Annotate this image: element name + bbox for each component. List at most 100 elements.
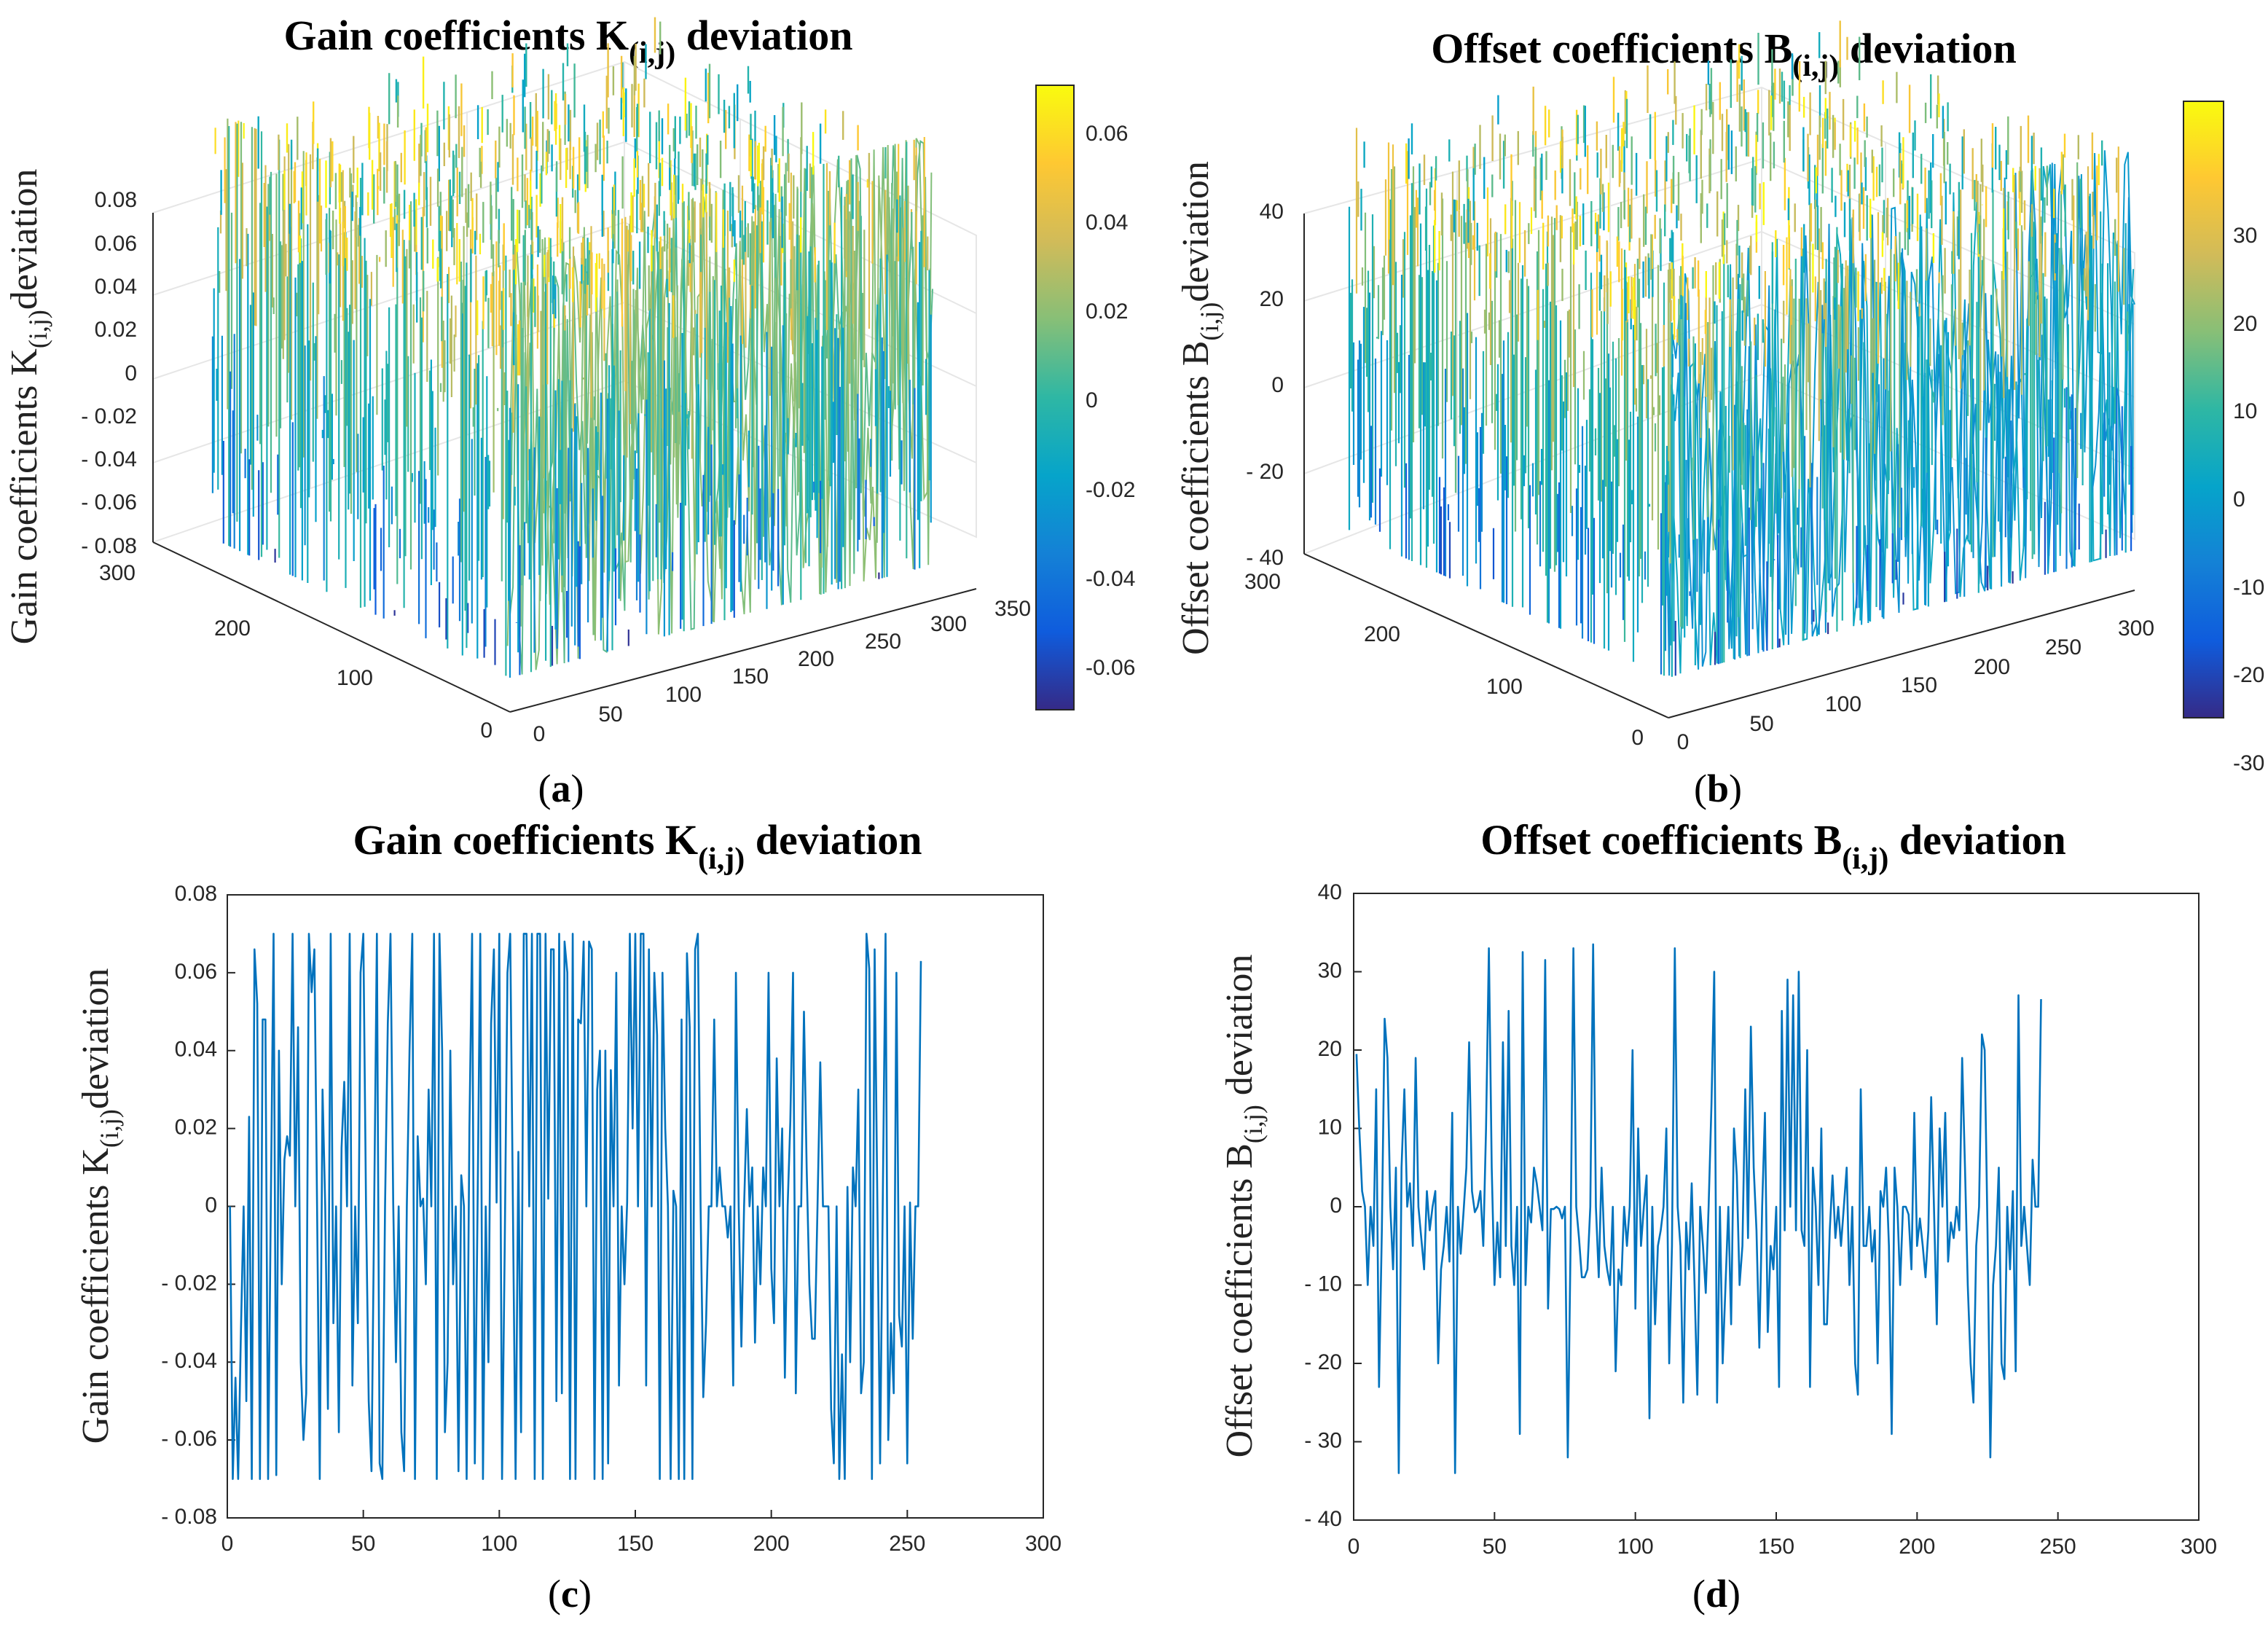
colorbar-tick-label: 0 — [2233, 488, 2245, 512]
x-tick-label: 250 — [2040, 1535, 2076, 1559]
z-tick-label: - 40 — [1246, 546, 1284, 570]
y-tick-label: - 20 — [1304, 1350, 1342, 1374]
panel-b-xticks: 0 50 100 150 200 250 300 — [1677, 616, 2154, 754]
panel-c-title: Gain coefficients K(i,j) deviation — [353, 816, 922, 876]
x-tick-label: 200 — [753, 1532, 790, 1556]
y-tick-label: - 0.06 — [161, 1427, 217, 1451]
x-tick-label: 0 — [1348, 1535, 1360, 1559]
panel-b-yticks: 300 200 100 0 — [1244, 570, 1644, 750]
panel-c-xticklabels: 0 50 100 150 200 250 300 — [221, 1532, 1062, 1556]
panel-c-ticks — [227, 894, 1044, 1519]
x-tick-label: 200 — [798, 647, 834, 671]
panel-d-yticklabels: 40 30 20 10 0 - 10 - 20 - 30 - 40 — [1304, 880, 1342, 1531]
y-tick-label: 200 — [1364, 622, 1400, 646]
z-tick-label: 0 — [1271, 373, 1284, 397]
y-tick-label: 0 — [1631, 726, 1644, 750]
x-tick-label: 0 — [221, 1532, 234, 1556]
panel-b-title: Offset coefficients B(i,j) deviation — [1431, 25, 2016, 83]
panel-a-caption: (a) — [538, 767, 584, 810]
x-tick-label: 50 — [1483, 1535, 1507, 1559]
z-tick-label: 0.06 — [95, 232, 137, 256]
z-tick-label: 40 — [1260, 200, 1284, 224]
y-tick-label: 100 — [1486, 675, 1523, 699]
panel-d: Offset coefficients B(i,j) deviation 40 … — [1219, 816, 2217, 1616]
colorbar-tick-label: -0.04 — [1086, 567, 1135, 591]
y-tick-label: 100 — [337, 666, 373, 690]
z-tick-label: 20 — [1260, 287, 1284, 311]
z-tick-label: - 0.04 — [81, 447, 137, 471]
y-tick-label: - 10 — [1304, 1272, 1342, 1296]
colorbar-tick-label: -10 — [2233, 576, 2264, 600]
panel-a-xticks: 0 50 100 150 200 250 300 350 — [533, 597, 1031, 746]
panel-c-caption: (c) — [548, 1572, 592, 1616]
x-tick-label: 250 — [2045, 635, 2081, 659]
colorbar-tick-label: -30 — [2233, 751, 2264, 775]
y-tick-label: 300 — [99, 561, 136, 585]
y-tick-label: - 30 — [1304, 1428, 1342, 1452]
z-tick-label: - 0.02 — [81, 404, 137, 428]
z-tick-label: 0.02 — [95, 318, 137, 342]
panel-d-title: Offset coefficients B(i,j) deviation — [1480, 816, 2065, 876]
panel-c-ylabel: Gain coefficients K(i,j)deviation — [75, 968, 124, 1444]
y-tick-label: - 0.08 — [161, 1505, 217, 1529]
panel-a-zlabel: Gain coefficients K(i,j)deviation — [4, 169, 52, 645]
x-tick-label: 300 — [2181, 1535, 2217, 1559]
y-tick-label: 0 — [480, 718, 493, 743]
z-tick-label: 0 — [125, 361, 137, 385]
surface-front-trace — [1665, 161, 2133, 676]
panel-a-title: Gain coefficients K(i,j) deviation — [283, 12, 852, 70]
panel-c-series-line — [229, 933, 922, 1480]
y-tick-label: - 0.02 — [161, 1271, 217, 1295]
y-tick-label: 20 — [1318, 1037, 1342, 1061]
x-tick-label: 150 — [617, 1532, 654, 1556]
panel-a-yticks: 300 200 100 0 — [99, 561, 493, 743]
y-tick-label: 10 — [1318, 1115, 1342, 1139]
y-tick-label: - 0.04 — [161, 1349, 217, 1373]
panel-d-ticks — [1353, 893, 2200, 1521]
x-tick-label: 50 — [598, 702, 622, 727]
x-tick-label: 300 — [2118, 616, 2154, 641]
x-tick-label: 100 — [1617, 1535, 1654, 1559]
panel-b-colorbar: 30 20 10 0 -10 -20 -30 — [2183, 101, 2264, 775]
y-tick-label: 0 — [205, 1193, 217, 1217]
x-tick-label: 50 — [351, 1532, 375, 1556]
x-tick-label: 150 — [1758, 1535, 1794, 1559]
y-tick-label: 0.06 — [175, 960, 217, 984]
z-tick-label: - 0.06 — [81, 490, 137, 514]
colorbar-tick-label: -0.06 — [1086, 656, 1135, 680]
x-tick-label: 300 — [1025, 1532, 1062, 1556]
x-tick-label: 100 — [481, 1532, 517, 1556]
x-tick-label: 100 — [665, 683, 702, 707]
x-tick-label: 150 — [1901, 673, 1937, 697]
y-tick-label: - 40 — [1304, 1507, 1342, 1531]
colorbar-a — [1035, 85, 1075, 710]
y-tick-label: 300 — [1244, 570, 1281, 594]
panel-b-caption: (b) — [1694, 767, 1742, 810]
z-tick-label: 0.08 — [95, 188, 137, 212]
colorbar-tick-label: -0.02 — [1086, 478, 1135, 502]
panel-d-caption: (d) — [1692, 1572, 1741, 1616]
colorbar-b — [2183, 101, 2224, 718]
panel-b: Offset coefficients B(i,j) deviation Off… — [1175, 20, 2264, 810]
panel-a-surface — [211, 17, 933, 678]
x-tick-label: 150 — [732, 665, 769, 689]
z-tick-label: - 0.08 — [81, 534, 137, 558]
colorbar-tick-label: -20 — [2233, 663, 2264, 687]
z-tick-label: 0.04 — [95, 275, 137, 299]
x-tick-label: 250 — [889, 1532, 925, 1556]
panel-b-zlabel: Offset coefficients B(i,j)deviation — [1175, 161, 1224, 655]
panel-a: Gain coefficients K(i,j) deviation Gain … — [4, 12, 1135, 810]
y-tick-label: 0.08 — [175, 882, 217, 906]
x-tick-label: 250 — [865, 630, 901, 654]
y-tick-label: 0.04 — [175, 1038, 217, 1062]
panel-d-ylabel: Offset coefficients B(i,j) deviation — [1219, 955, 1268, 1458]
colorbar-tick-label: 0.06 — [1086, 122, 1128, 146]
x-tick-label: 50 — [1749, 712, 1773, 736]
panel-a-zticks: 0.08 0.06 0.04 0.02 0 - 0.02 - 0.04 - 0.… — [81, 188, 137, 558]
panel-c-yticklabels: 0.08 0.06 0.04 0.02 0 - 0.02 - 0.04 - 0.… — [161, 882, 217, 1529]
colorbar-tick-label: 30 — [2233, 224, 2257, 248]
colorbar-tick-label: 0.02 — [1086, 299, 1128, 324]
x-tick-label: 0 — [533, 722, 546, 746]
x-tick-label: 200 — [1899, 1535, 1935, 1559]
